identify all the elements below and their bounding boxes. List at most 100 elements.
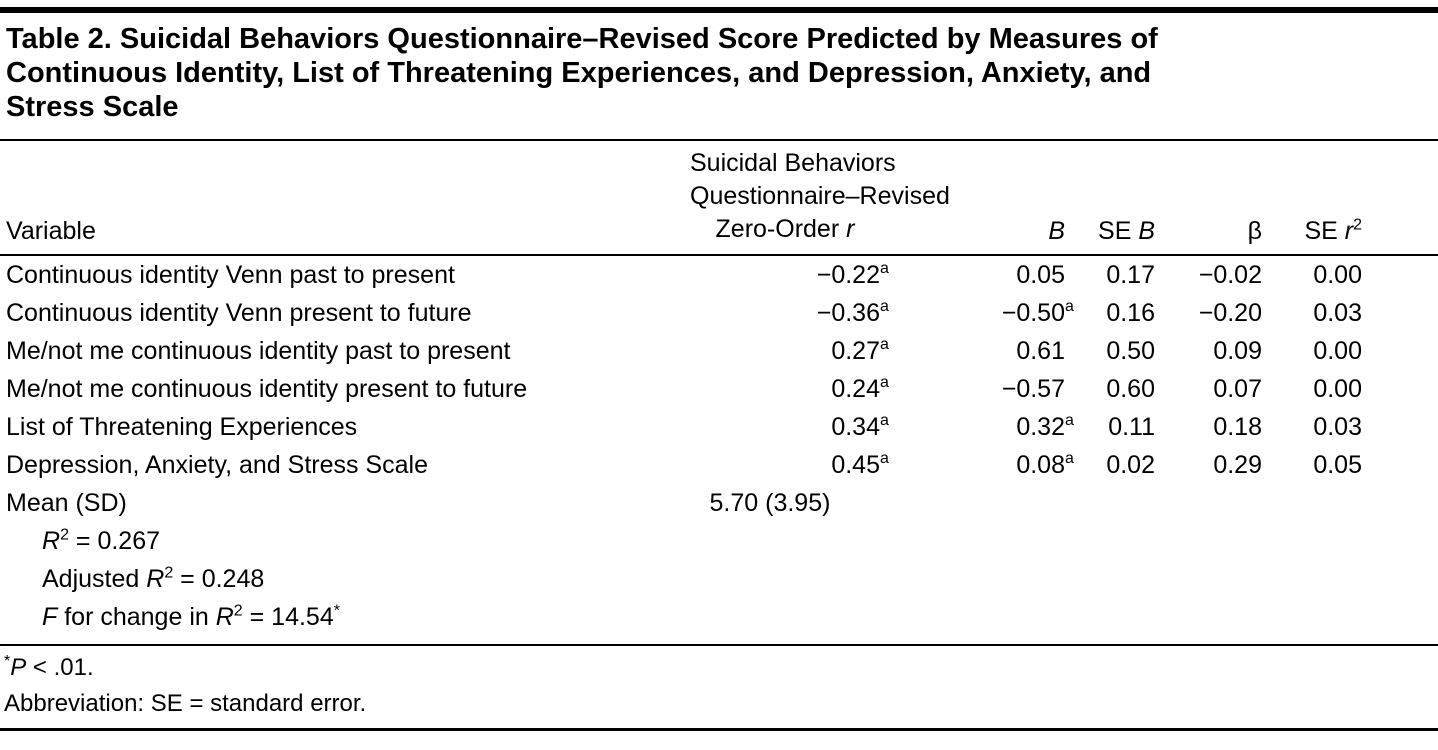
se-text: SE (1304, 217, 1345, 245)
footnote-text: < .01. (26, 654, 94, 681)
stat-text: for change in (57, 602, 216, 631)
value: −0.22 (816, 260, 880, 289)
bottom-rule (0, 728, 1438, 731)
cell-se-b: 0.02 (1106, 450, 1155, 479)
top-rule (0, 7, 1438, 13)
table-row: Continuous identity Venn past to present… (0, 255, 1438, 294)
col-header-se-r2: SE r2 (1262, 141, 1362, 256)
cell-zero-order: 0.27a (831, 336, 889, 365)
significance-star: * (4, 653, 11, 670)
col-header-sbqr-zero-order: Suicidal Behaviors Questionnaire–Revised… (600, 141, 950, 256)
row-variable: List of Threatening Experiences (6, 412, 358, 441)
cell-beta: −0.20 (1198, 298, 1262, 327)
row-variable: Continuous identity Venn past to present (6, 260, 455, 289)
results-table: Variable Suicidal Behaviors Questionnair… (0, 141, 1438, 636)
stat-text: = 14.54 (242, 602, 334, 631)
cell-b: 0.08a (1016, 450, 1074, 479)
italic-r-cap: R (215, 602, 234, 631)
footnotes: *P < .01. Abbreviation: SE = standard er… (4, 650, 1438, 722)
title-rule (0, 139, 1438, 141)
row-filler (1362, 370, 1438, 408)
cell-se-b: 0.60 (1106, 374, 1155, 403)
value: 0.61 (1016, 336, 1065, 365)
cell-b: −0.57 (880, 370, 1065, 408)
superscript-2: 2 (1353, 216, 1362, 234)
cell-beta: 0.07 (1213, 374, 1262, 403)
table-row: Me/not me continuous identity past to pr… (0, 332, 1438, 370)
superscript-2: 2 (233, 602, 243, 620)
cell-beta: 0.29 (1213, 450, 1262, 479)
cell-se-b: 0.50 (1106, 336, 1155, 365)
value: 0.45 (831, 450, 880, 479)
italic-b: B (1138, 217, 1155, 245)
se-text: SE (1098, 217, 1139, 245)
row-filler (1362, 408, 1438, 446)
spanner-line-1: Suicidal Behaviors (690, 149, 896, 177)
row-variable: Me/not me continuous identity past to pr… (6, 336, 511, 365)
cell-zero-order: 0.24a (831, 374, 889, 403)
value: −0.57 (1001, 374, 1065, 403)
row-variable: Depression, Anxiety, and Stress Scale (6, 450, 428, 479)
significance-star: * (333, 602, 340, 620)
table-row: Me/not me continuous identity present to… (0, 370, 1438, 408)
cell-b: 0.61 (880, 332, 1065, 370)
stat-text: = 0.267 (68, 526, 161, 555)
value: 0.27 (831, 336, 880, 365)
value: −0.50 (1001, 298, 1065, 327)
p-value-footnote: *P < .01. (4, 650, 1438, 686)
table-row: Continuous identity Venn present to futu… (0, 294, 1438, 332)
italic-r-cap: R (42, 526, 61, 555)
abbreviation-footnote: Abbreviation: SE = standard error. (4, 690, 367, 717)
italic-b: B (1048, 217, 1065, 245)
italic-f: F (42, 602, 58, 631)
cell-zero-order: −0.36a (816, 298, 889, 327)
zero-order-r-label: Zero-Order r (690, 213, 880, 246)
stat-row-f-change: F for change in R2 = 14.54* (0, 598, 1438, 636)
col-header-b: B (880, 141, 1065, 256)
cell-beta: −0.02 (1198, 260, 1262, 289)
italic-r-cap: R (146, 564, 165, 593)
spanner-line-2: Questionnaire–Revised (690, 182, 950, 210)
stat-prefix: Adjusted (42, 564, 147, 593)
stat-row-r2: R2 = 0.267 (0, 522, 1438, 560)
cell-se-r2: 0.00 (1313, 336, 1362, 365)
f-change-line: F for change in R2 = 14.54* (0, 598, 1438, 636)
cell-b: 0.05 (880, 255, 1065, 294)
cell-se-r2: 0.03 (1313, 298, 1362, 327)
cell-zero-order: 0.45a (831, 450, 889, 479)
value: 0.24 (831, 374, 880, 403)
mean-label: Mean (SD) (6, 488, 127, 517)
adjusted-r-squared-line: Adjusted R2 = 0.248 (0, 560, 1438, 598)
superscript-2: 2 (164, 564, 174, 582)
italic-r: r (846, 215, 855, 243)
header-filler (1362, 141, 1438, 256)
stat-row-adjusted-r2: Adjusted R2 = 0.248 (0, 560, 1438, 598)
superscript-2: 2 (60, 526, 69, 544)
cell-zero-order: 0.34a (831, 412, 889, 441)
cell-b: 0.32a (1016, 412, 1074, 441)
cell-beta: 0.18 (1213, 412, 1262, 441)
mean-row: Mean (SD) 5.70 (3.95) (0, 484, 1438, 522)
value: 0.08 (1016, 450, 1065, 479)
row-filler (1362, 446, 1438, 484)
stat-text: = 0.248 (173, 564, 265, 593)
italic-r: r (1344, 217, 1354, 245)
value: 0.32 (1016, 412, 1065, 441)
row-filler (1362, 255, 1438, 294)
cell-se-r2: 0.03 (1313, 412, 1362, 441)
cell-se-r2: 0.00 (1313, 260, 1362, 289)
table-title: Table 2. Suicidal Behaviors Questionnair… (6, 22, 1432, 124)
cell-se-b: 0.11 (1108, 412, 1155, 441)
footnote-rule (0, 644, 1438, 646)
table-row: List of Threatening Experiences 0.34a 0.… (0, 408, 1438, 446)
header-row: Variable Suicidal Behaviors Questionnair… (0, 141, 1438, 256)
title-line-3: Stress Scale (6, 91, 179, 123)
row-variable: Continuous identity Venn present to futu… (6, 298, 472, 327)
col-header-beta: β (1155, 141, 1262, 256)
italic-p: P (10, 654, 27, 681)
col-header-variable: Variable (0, 141, 600, 256)
cell-se-r2: 0.05 (1313, 450, 1362, 479)
title-line-1: Table 2. Suicidal Behaviors Questionnair… (6, 23, 1158, 55)
row-filler (1362, 332, 1438, 370)
